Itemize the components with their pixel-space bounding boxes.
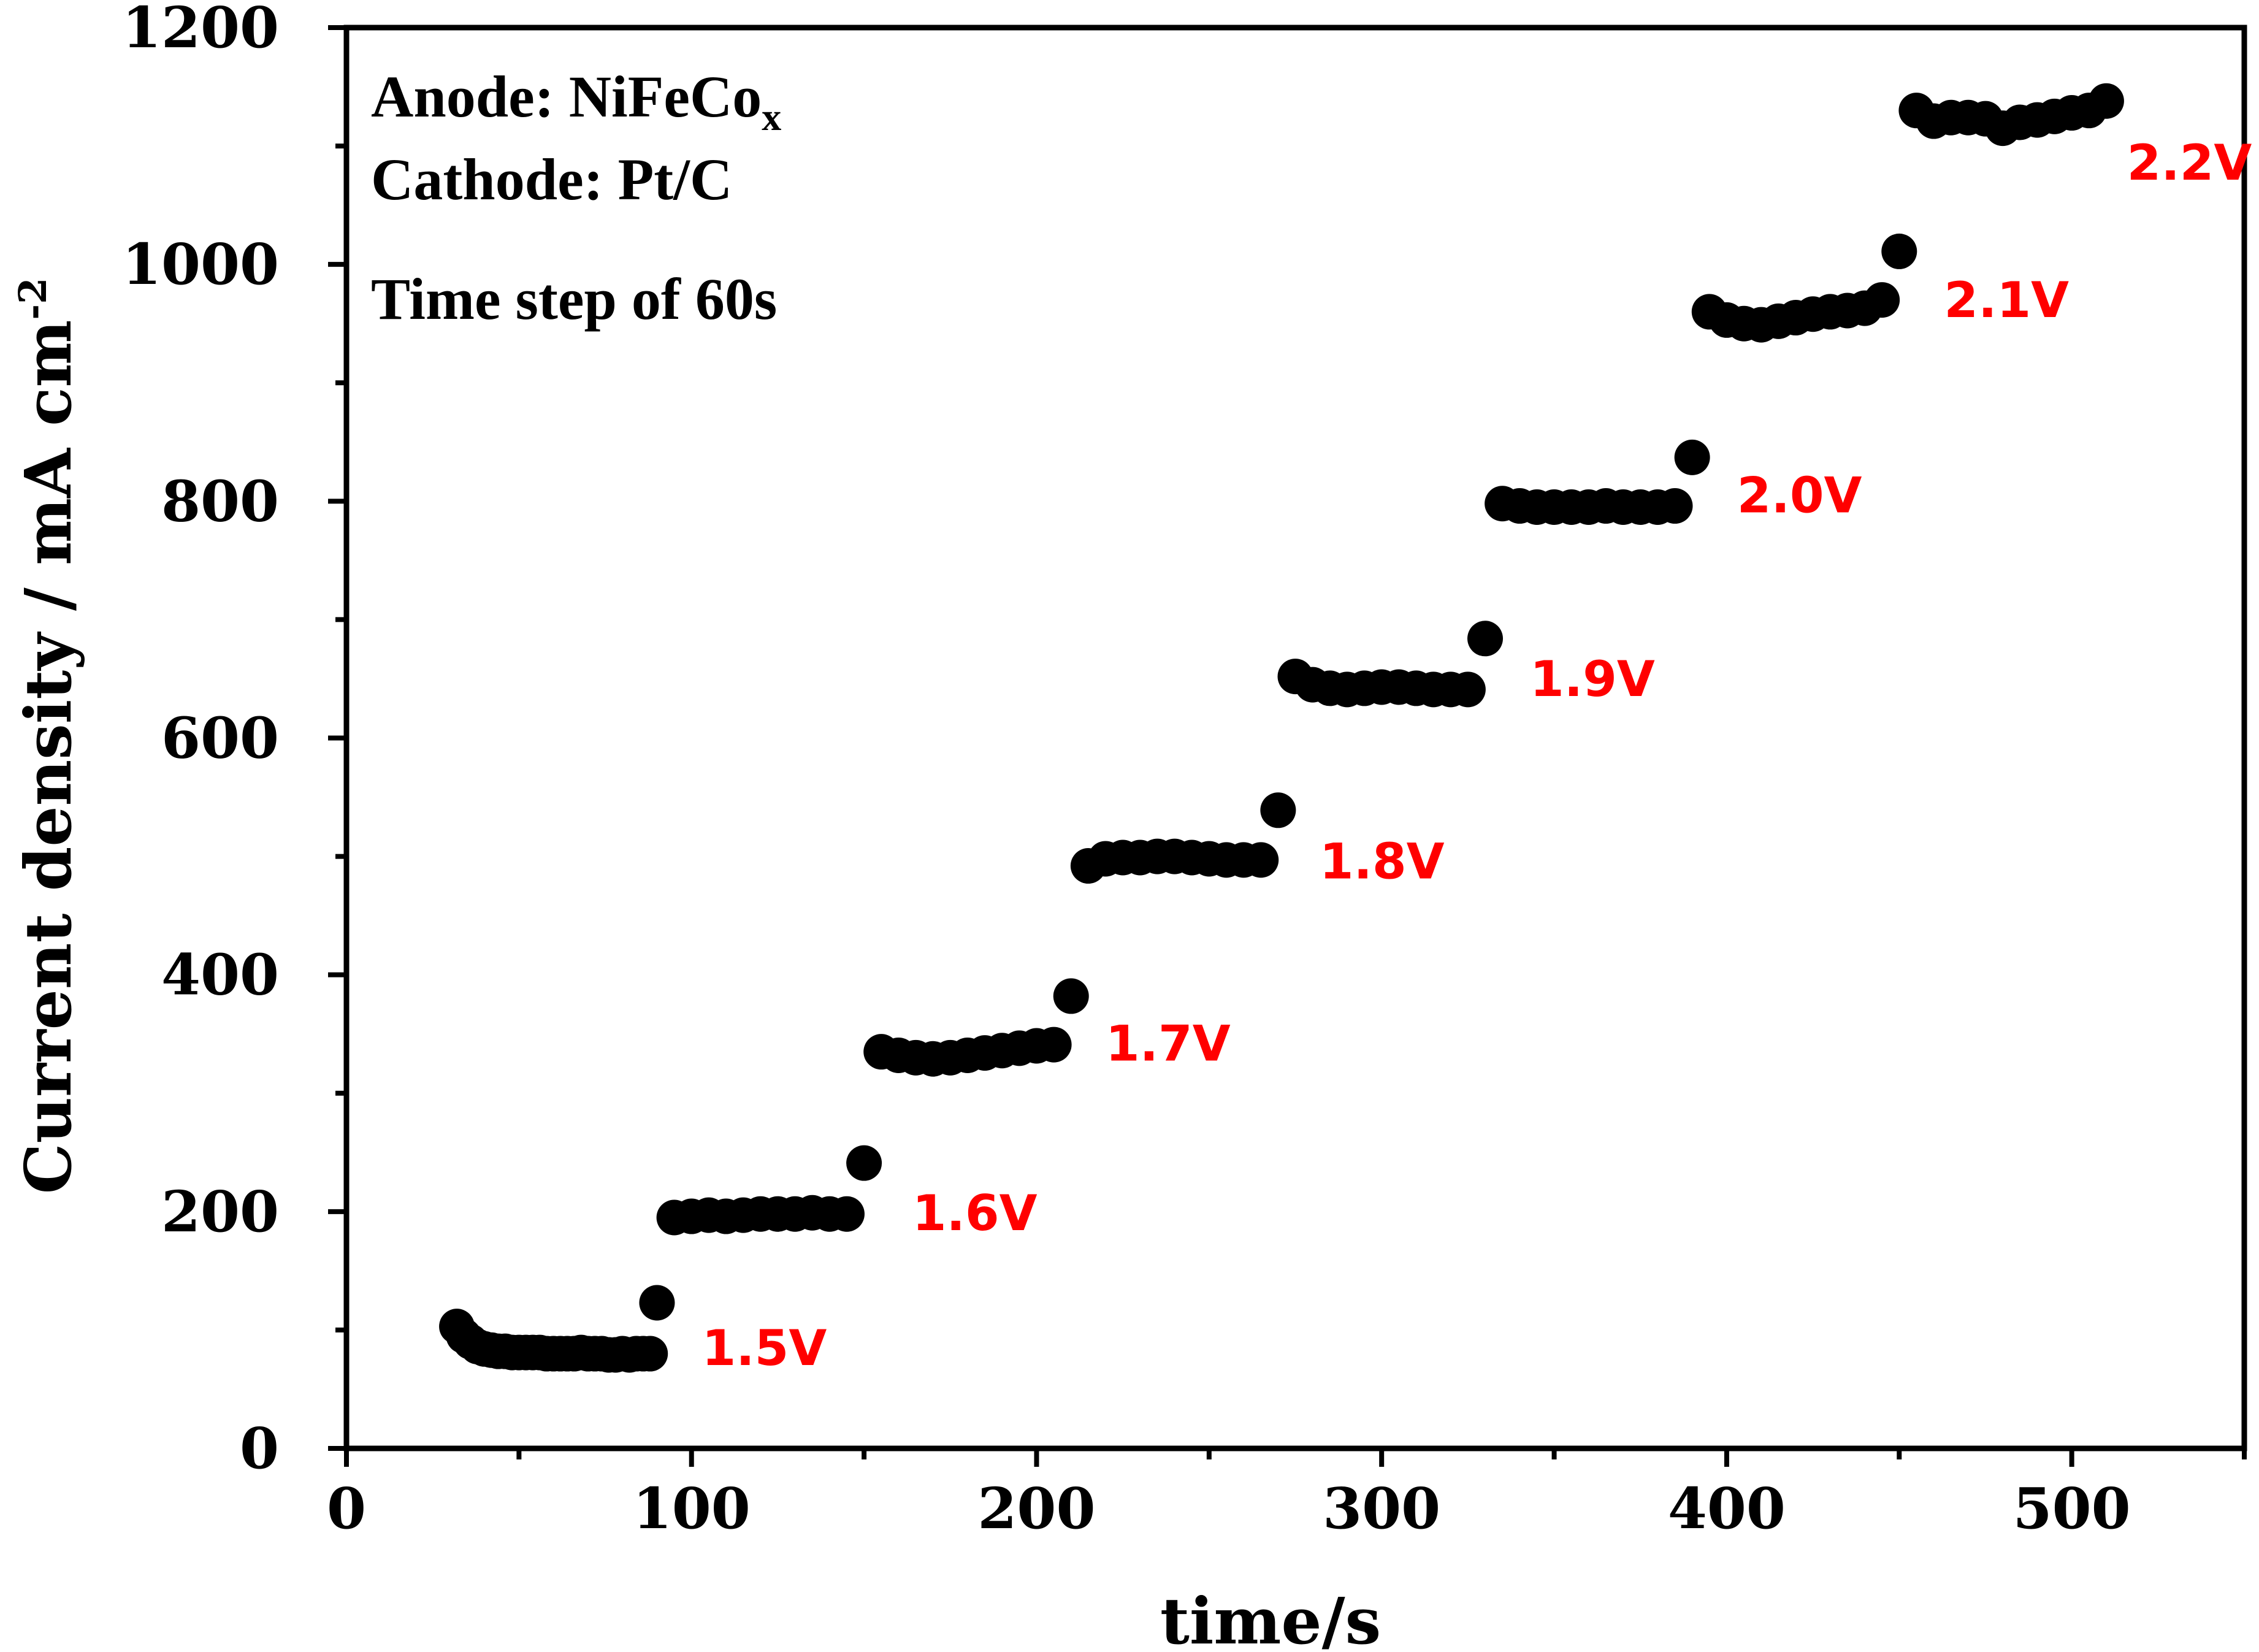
y-tick-label: 600	[161, 705, 279, 771]
series-1.6V	[656, 1145, 882, 1236]
x-tick-label: 300	[1323, 1475, 1440, 1542]
anode-annotation: Anode: NiFeCox	[371, 64, 781, 139]
data-point	[2088, 83, 2124, 119]
y-axis-title-sup: -2	[10, 278, 55, 320]
anode-text: Anode: NiFeCo	[371, 64, 762, 129]
data-point	[1864, 282, 1900, 318]
data-point	[1450, 671, 1486, 708]
series-2.2V	[1898, 83, 2124, 147]
series-2.0V	[1485, 439, 1710, 525]
time-step-annotation: Time step of 60s	[371, 266, 777, 332]
x-tick-label: 100	[633, 1475, 751, 1542]
y-axis-title: Current density / mA cm-2	[10, 278, 86, 1195]
cathode-annotation: Cathode: Pt/C	[371, 147, 732, 212]
data-point	[846, 1145, 882, 1181]
data-point	[1674, 439, 1710, 475]
voltage-label: 1.7V	[1106, 1015, 1231, 1073]
series-1.5V	[439, 1285, 675, 1373]
data-point	[1260, 792, 1296, 828]
x-axis-title: time/s	[1160, 1583, 1381, 1652]
voltage-label: 1.9V	[1530, 651, 1655, 708]
voltage-label: 2.1V	[1944, 272, 2069, 329]
y-tick-labels: 0 200 400 600 800 1000 1200	[122, 0, 279, 1482]
data-point	[632, 1336, 668, 1372]
series-1.9V	[1277, 621, 1503, 708]
axis-ticks	[328, 25, 2247, 1467]
y-axis-title-main: Current density / mA cm	[10, 320, 86, 1195]
x-tick-label: 400	[1668, 1475, 1786, 1542]
anode-subscript: x	[762, 95, 781, 139]
data-point	[1243, 842, 1279, 878]
data-point	[1881, 233, 1917, 269]
data-points	[439, 83, 2124, 1373]
data-point	[1467, 621, 1503, 657]
x-tick-label: 500	[2013, 1475, 2131, 1542]
voltage-label: 1.8V	[1320, 833, 1445, 890]
data-point	[828, 1196, 865, 1232]
y-tick-label: 200	[161, 1179, 279, 1245]
data-point	[1036, 1027, 1072, 1063]
plot-frame	[343, 25, 2247, 1451]
data-point	[1053, 978, 1089, 1014]
y-tick-label: 1200	[122, 0, 279, 61]
series-1.7V	[863, 978, 1089, 1077]
series-2.1V	[1691, 233, 1917, 343]
voltage-label: 2.2V	[2127, 134, 2252, 191]
y-tick-label: 800	[161, 468, 279, 534]
y-tick-label: 1000	[122, 231, 279, 297]
voltage-label: 1.6V	[912, 1185, 1038, 1242]
voltage-label: 2.0V	[1737, 467, 1862, 524]
y-tick-label: 400	[161, 942, 279, 1008]
data-point	[1657, 488, 1693, 524]
data-point	[639, 1285, 675, 1321]
voltage-label: 1.5V	[702, 1320, 827, 1377]
x-tick-label: 0	[327, 1475, 366, 1542]
x-tick-labels: 0 100 200 300 400 500	[327, 1475, 2131, 1542]
x-tick-label: 200	[977, 1475, 1095, 1542]
voltage-labels: 1.5V 1.6V 1.7V 1.8V 1.9V 2.0V 2.1V 2.2V	[702, 134, 2252, 1377]
y-tick-label: 0	[240, 1415, 279, 1482]
series-1.8V	[1070, 792, 1296, 884]
